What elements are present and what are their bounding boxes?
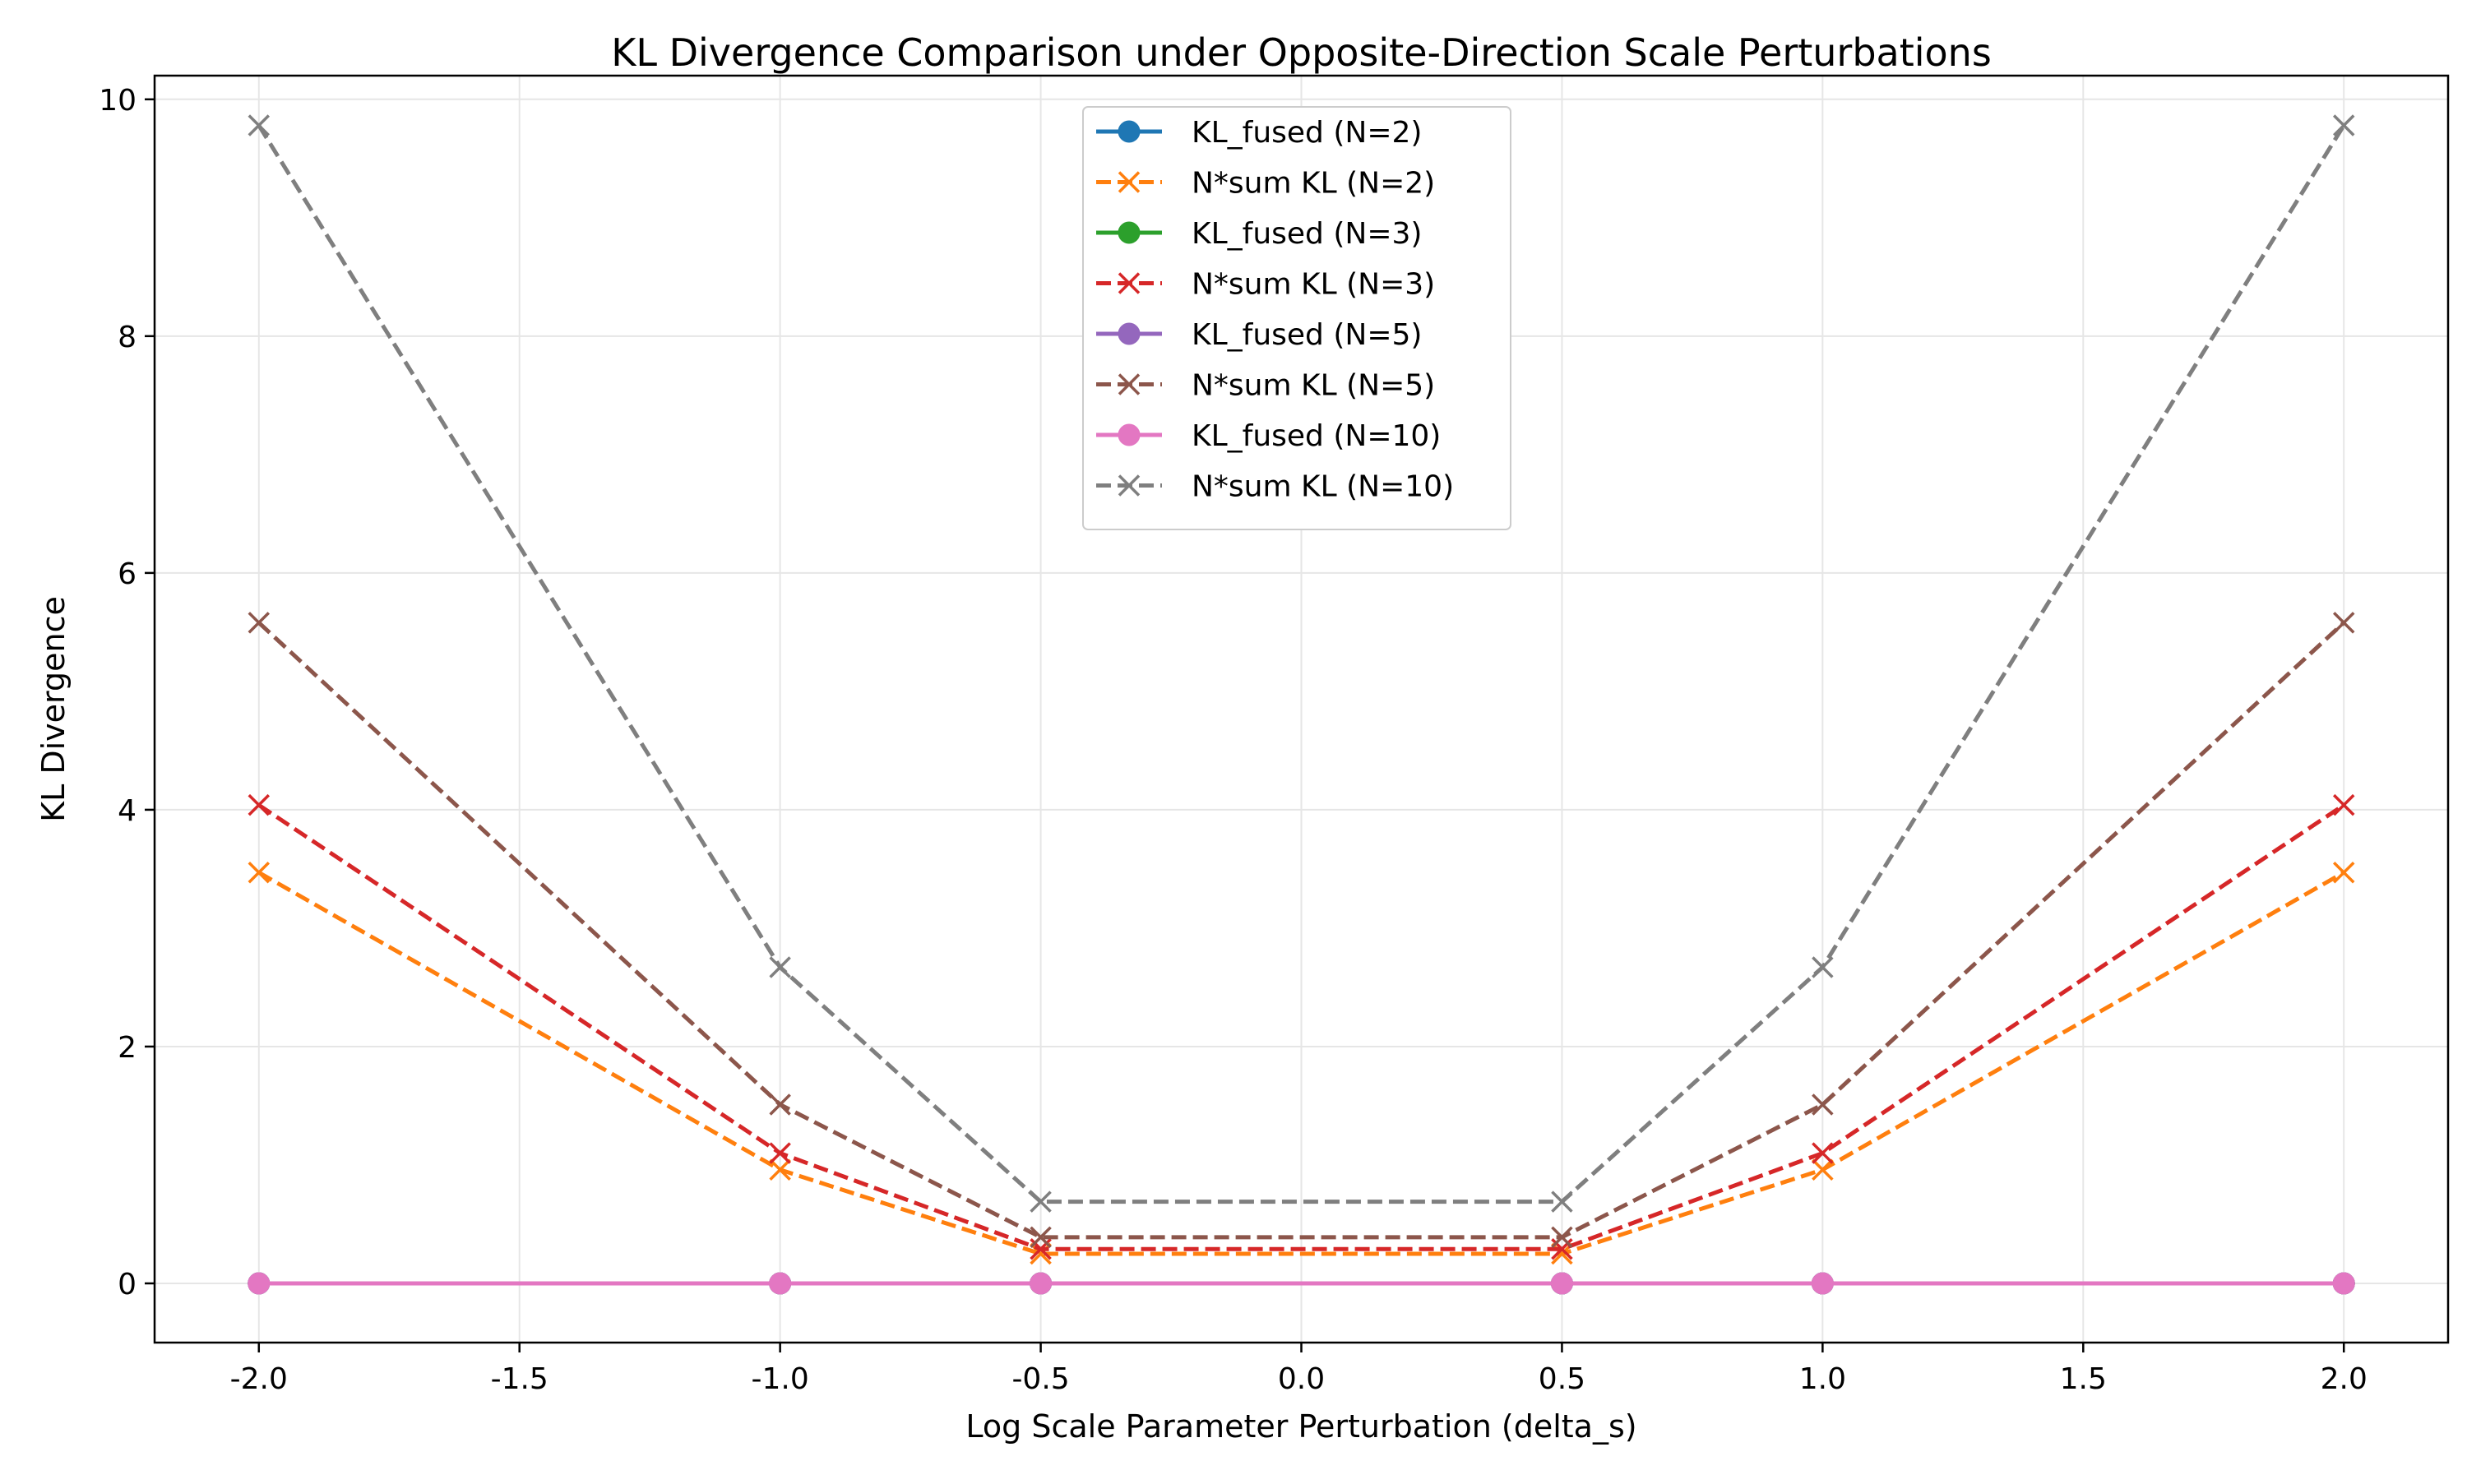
data-point — [1811, 1272, 1834, 1295]
y-tick-label: 2 — [118, 1031, 137, 1065]
legend: KL_fused (N=2) N*sum KL (N=2) KL_fused (N=… — [1082, 106, 1511, 530]
legend-item: N*sum KL (N=2) — [1096, 167, 1435, 201]
x-tick-label: 0.5 — [1539, 1362, 1585, 1396]
series-line — [257, 621, 2345, 1240]
legend-marker — [1118, 373, 1141, 395]
legend-item: N*sum KL (N=10) — [1096, 470, 1454, 504]
data-point — [248, 793, 271, 816]
y-axis-label: KL Divergence — [35, 596, 72, 822]
data-point — [1812, 1158, 1834, 1181]
x-tick-label: -2.0 — [230, 1362, 288, 1396]
legend-item: KL_fused (N=10) — [1096, 419, 1441, 453]
chart-title: KL Divergence Comparison under Opposite-… — [611, 30, 1992, 75]
series-7 — [248, 1272, 2355, 1295]
x-axis-label: Log Scale Parameter Perturbation (delta_… — [965, 1408, 1636, 1445]
data-point — [1551, 1226, 1573, 1249]
series-4 — [248, 793, 2355, 1260]
data-point — [2332, 114, 2355, 136]
y-tick-label: 8 — [118, 321, 137, 354]
data-point — [1551, 1190, 1573, 1213]
x-tick-label: 1.5 — [2060, 1362, 2107, 1396]
series-8 — [248, 114, 2355, 1213]
y-tick-label: 0 — [118, 1268, 137, 1301]
legend-item: KL_fused (N=2) — [1096, 116, 1422, 150]
data-point — [769, 1142, 791, 1164]
data-point — [248, 114, 271, 136]
data-point — [2332, 862, 2355, 884]
legend-label: N*sum KL (N=3) — [1192, 268, 1435, 302]
data-point — [1812, 956, 1834, 978]
legend-label: KL_fused (N=10) — [1192, 419, 1441, 453]
data-point — [769, 1158, 791, 1181]
legend-marker — [1118, 272, 1141, 294]
series-2 — [248, 862, 2355, 1265]
legend-item: KL_fused (N=5) — [1096, 318, 1422, 352]
legend-label: N*sum KL (N=2) — [1192, 167, 1435, 201]
series-line — [257, 124, 2346, 1204]
data-point — [248, 1272, 271, 1295]
x-tick-label: -1.5 — [491, 1362, 548, 1396]
legend-item: N*sum KL (N=5) — [1096, 369, 1435, 403]
legend-label: N*sum KL (N=10) — [1192, 470, 1454, 504]
data-point — [1812, 1093, 1834, 1116]
series-line — [257, 871, 2345, 1256]
data-point — [1550, 1272, 1573, 1295]
data-point — [1812, 1142, 1834, 1164]
series-lines — [248, 114, 2355, 1295]
y-tick-label: 6 — [118, 557, 137, 591]
data-point — [769, 1272, 792, 1295]
legend-marker — [1118, 474, 1141, 497]
y-tick-label: 4 — [118, 794, 137, 828]
data-point — [769, 1093, 791, 1116]
legend-frame — [1082, 106, 1511, 530]
x-tick-label: 1.0 — [1799, 1362, 1846, 1396]
legend-marker — [1118, 120, 1141, 143]
legend-marker — [1118, 322, 1141, 345]
y-tick-label: 10 — [99, 84, 137, 118]
x-tick-label: -1.0 — [752, 1362, 809, 1396]
legend-label: KL_fused (N=5) — [1192, 318, 1422, 352]
data-point — [769, 956, 791, 978]
legend-marker — [1118, 221, 1141, 244]
x-axis-ticks: -2.0 -1.5 -1.0 -0.5 0.0 0.5 1.0 1.5 2.0 — [230, 1343, 2367, 1396]
x-tick-label: 0.0 — [1278, 1362, 1325, 1396]
data-point — [2332, 1272, 2355, 1295]
x-tick-label: -0.5 — [1011, 1362, 1069, 1396]
y-axis-ticks: 0 2 4 6 8 10 — [99, 84, 155, 1301]
legend-label: N*sum KL (N=5) — [1192, 369, 1435, 403]
legend-item: N*sum KL (N=3) — [1096, 268, 1435, 302]
legend-marker — [1118, 423, 1141, 446]
legend-label: KL_fused (N=2) — [1192, 116, 1422, 150]
data-point — [248, 612, 271, 634]
data-point — [248, 862, 271, 884]
series-6 — [248, 612, 2355, 1249]
legend-label: KL_fused (N=3) — [1192, 217, 1422, 251]
data-point — [2332, 793, 2355, 816]
data-point — [1030, 1190, 1052, 1213]
data-point — [1030, 1226, 1052, 1249]
series-line — [257, 803, 2345, 1251]
x-tick-label: 2.0 — [2321, 1362, 2367, 1396]
legend-item: KL_fused (N=3) — [1096, 217, 1422, 251]
data-point — [2332, 612, 2355, 634]
legend-marker — [1118, 171, 1141, 193]
data-point — [1030, 1272, 1053, 1295]
